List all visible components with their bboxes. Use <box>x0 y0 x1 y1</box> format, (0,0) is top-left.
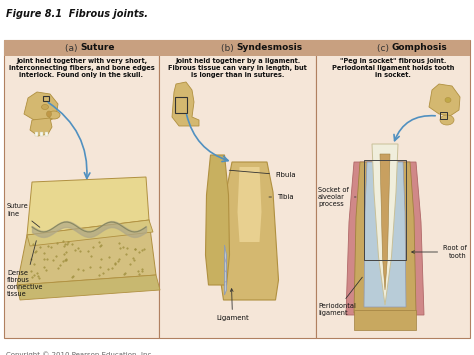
Text: Socket of
alveolar
process: Socket of alveolar process <box>318 187 356 207</box>
Text: Figure 8.1  Fibrous joints.: Figure 8.1 Fibrous joints. <box>6 9 148 19</box>
Text: "Peg in socket" fibrous joint.
Periodontal ligament holds tooth
in socket.: "Peg in socket" fibrous joint. Periodont… <box>332 58 454 78</box>
Text: Tibia: Tibia <box>269 194 293 200</box>
Polygon shape <box>380 154 390 290</box>
Bar <box>159 40 316 338</box>
Ellipse shape <box>42 104 48 109</box>
Text: Joint held together with very short,
interconnecting fibers, and bone edges
inte: Joint held together with very short, int… <box>9 58 155 78</box>
Bar <box>316 40 470 338</box>
Bar <box>40 132 43 136</box>
Polygon shape <box>372 144 398 305</box>
Polygon shape <box>237 167 262 242</box>
Text: (c): (c) <box>377 44 392 53</box>
Bar <box>159 40 316 56</box>
Bar <box>43 96 49 101</box>
Text: Joint held together by a ligament.
Fibrous tissue can vary in length, but
is lon: Joint held together by a ligament. Fibro… <box>168 58 307 78</box>
Bar <box>316 40 470 56</box>
Bar <box>4 40 159 338</box>
Text: Dense
fibrous
connective
tissue: Dense fibrous connective tissue <box>7 241 44 297</box>
Text: Periodontal
ligament: Periodontal ligament <box>318 277 362 317</box>
Polygon shape <box>172 82 199 126</box>
Ellipse shape <box>48 111 60 119</box>
Text: Suture
line: Suture line <box>7 203 40 227</box>
Polygon shape <box>429 84 460 116</box>
Ellipse shape <box>440 115 454 125</box>
Polygon shape <box>27 177 149 235</box>
Polygon shape <box>220 162 279 300</box>
Polygon shape <box>17 220 156 285</box>
Polygon shape <box>24 92 58 122</box>
Ellipse shape <box>46 111 52 117</box>
Text: Copyright © 2010 Pearson Education, Inc.: Copyright © 2010 Pearson Education, Inc. <box>6 351 154 355</box>
Text: Ligament: Ligament <box>216 289 249 321</box>
Bar <box>45 132 48 136</box>
Text: Root of
tooth: Root of tooth <box>412 246 467 258</box>
Polygon shape <box>17 275 160 300</box>
Bar <box>35 132 38 136</box>
Text: (b): (b) <box>221 44 237 53</box>
Polygon shape <box>364 162 406 307</box>
Text: Syndesmosis: Syndesmosis <box>237 44 302 53</box>
Polygon shape <box>30 118 52 136</box>
Polygon shape <box>225 245 227 295</box>
Bar <box>4 40 159 56</box>
Text: Gomphosis: Gomphosis <box>392 44 448 53</box>
Text: Fibula: Fibula <box>229 170 296 178</box>
Text: Suture: Suture <box>81 44 115 53</box>
Ellipse shape <box>445 98 451 103</box>
Polygon shape <box>27 220 153 246</box>
Bar <box>364 160 406 260</box>
Bar <box>175 97 187 113</box>
Bar <box>354 310 416 330</box>
Polygon shape <box>354 162 416 313</box>
Polygon shape <box>346 162 424 315</box>
Bar <box>440 112 447 119</box>
Text: (a): (a) <box>65 44 81 53</box>
Polygon shape <box>206 155 229 285</box>
